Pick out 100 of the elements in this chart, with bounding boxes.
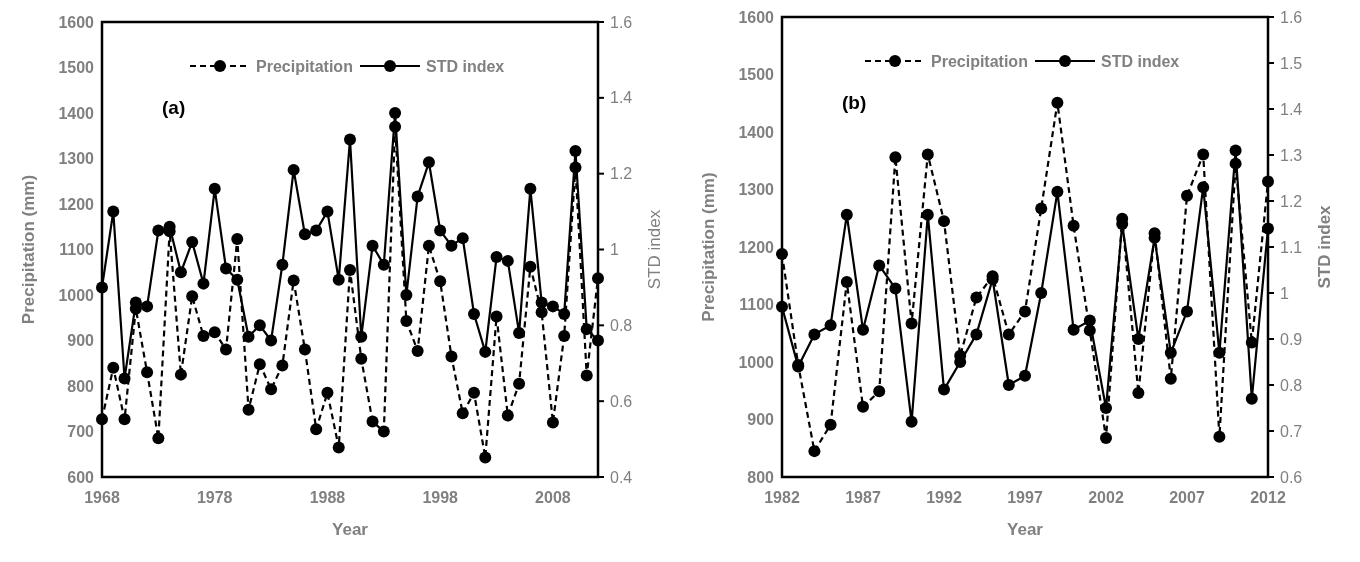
point [141,300,154,313]
x-tick-label: 2002 [1088,489,1124,506]
point [344,263,356,276]
point [824,319,837,332]
point [141,366,154,379]
point [265,334,278,347]
point [321,386,334,399]
point [96,413,108,426]
point [1051,96,1064,109]
point [921,208,934,221]
y-tick-label: 1000 [738,353,775,371]
y2-tick-label: 0.8 [610,316,633,334]
y-tick-label: 1300 [738,181,775,199]
point [580,369,593,382]
point [840,208,853,221]
point [905,317,918,330]
point [592,334,604,347]
point [422,156,435,169]
point [479,345,492,358]
point [840,276,853,289]
point [411,344,424,357]
point [1002,379,1015,391]
point [445,350,458,363]
point [524,260,537,273]
point [808,445,821,458]
y2-tick-label: 1.2 [610,165,633,183]
point [1197,181,1210,194]
point [242,403,255,416]
point [873,259,886,272]
point [905,415,918,428]
point [558,329,571,342]
point [456,232,469,245]
y2-tick-label: 0.8 [1280,376,1303,394]
point [1035,202,1048,215]
y-axis-title: Precipitation (mm) [19,174,38,325]
point [1213,430,1226,443]
point [1067,323,1080,336]
point [468,307,480,320]
legend-label: STD index [426,57,505,75]
point [118,413,131,426]
y-tick-label: 1600 [58,13,95,31]
y2-axis-title: STD index [645,209,664,290]
y-tick-label: 1100 [739,296,775,314]
point [152,432,165,445]
y2-tick-label: 0.7 [1280,422,1303,440]
point [220,262,232,275]
point [490,310,503,323]
point [857,323,869,336]
point [535,296,548,309]
point [377,258,390,271]
y2-tick-label: 1.6 [1280,8,1303,26]
point [1100,431,1112,444]
x-tick-label: 1998 [422,489,459,506]
legend-label: Precipitation [931,52,1028,70]
point [265,383,278,396]
point [445,239,458,252]
point [411,190,424,203]
point [332,441,345,454]
x-tick-label: 1982 [764,489,800,506]
y-tick-label: 700 [67,423,95,441]
y-tick-label: 1200 [58,195,95,213]
point [231,273,244,286]
point [389,107,402,119]
y-tick-label: 1400 [58,104,95,122]
y-tick-label: 1100 [59,241,95,259]
y-tick-label: 1400 [738,123,775,141]
point [889,282,902,295]
point [1067,219,1080,232]
point [1019,369,1031,382]
point [298,228,311,241]
point [366,415,379,428]
point [580,323,593,336]
point [513,326,526,339]
point [355,352,368,365]
x-tick-label: 2007 [1169,489,1205,506]
point [1083,314,1096,327]
point [332,273,345,286]
x-tick-label: 1997 [1007,489,1043,506]
point [174,266,187,279]
point [592,272,604,285]
point [501,254,514,267]
point [355,330,368,343]
y-tick-label: 1500 [58,59,95,77]
point [938,383,950,396]
point [287,274,300,287]
point [253,358,266,371]
point [422,239,435,252]
point [468,386,480,399]
point [1002,328,1015,341]
y-tick-label: 1300 [58,150,95,168]
point [186,235,199,248]
y-tick-label: 1600 [738,8,775,26]
point [1245,392,1258,405]
y-tick-label: 1500 [738,66,775,84]
point [558,307,571,320]
x-axis-title: Year [332,520,369,539]
point [310,224,323,237]
point [808,328,821,341]
y-tick-label: 600 [67,468,95,486]
point [938,215,950,228]
